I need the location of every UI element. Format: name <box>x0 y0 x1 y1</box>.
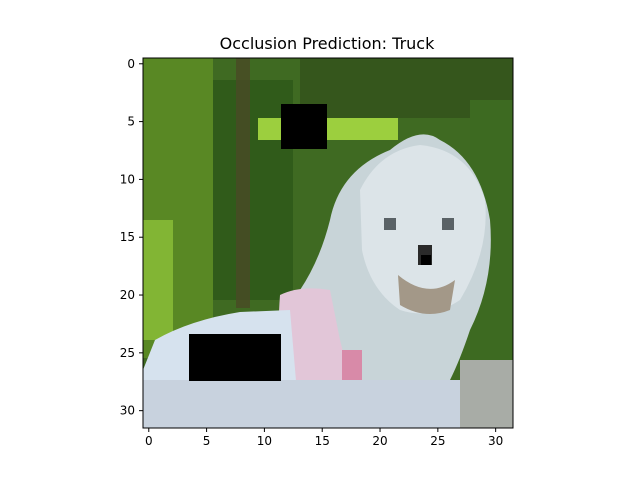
left-edge-foliage <box>143 220 173 340</box>
x-tick-label: 25 <box>430 434 445 448</box>
mid-dark-foliage <box>213 80 293 300</box>
dog-eye-right <box>442 218 454 230</box>
dog-mouth <box>398 275 455 314</box>
occlusion-patch-top <box>281 104 327 149</box>
image-pixels <box>143 58 513 428</box>
dog-nose-tip <box>421 255 431 265</box>
x-tick-label: 0 <box>145 434 153 448</box>
y-tick-label: 15 <box>120 230 135 244</box>
x-tick-label: 15 <box>315 434 330 448</box>
bottom-right-floor <box>460 360 513 428</box>
y-tick-label: 20 <box>120 288 135 302</box>
blanket-bottom <box>143 380 513 428</box>
bright-leaf-patch <box>258 118 398 140</box>
x-tick-label: 30 <box>488 434 503 448</box>
tree-trunk <box>236 58 250 308</box>
y-tick-label: 5 <box>127 115 135 129</box>
y-tick-label: 30 <box>120 404 135 418</box>
x-tick-label: 5 <box>203 434 211 448</box>
image-frame <box>142 57 514 429</box>
x-axis: 0 5 10 15 20 25 30 <box>145 428 503 448</box>
x-tick-label: 10 <box>257 434 272 448</box>
y-tick-label: 10 <box>120 172 135 186</box>
figure-title: Occlusion Prediction: Truck <box>220 34 435 53</box>
y-axis: 0 5 10 15 20 25 30 <box>120 57 143 418</box>
x-tick-label: 20 <box>372 434 387 448</box>
y-tick-label: 0 <box>127 57 135 71</box>
y-tick-label: 25 <box>120 346 135 360</box>
occlusion-patch-bottom <box>189 334 281 381</box>
dog-head <box>360 145 486 314</box>
pink-fabric <box>278 288 360 395</box>
dog-eye-left <box>384 218 396 230</box>
